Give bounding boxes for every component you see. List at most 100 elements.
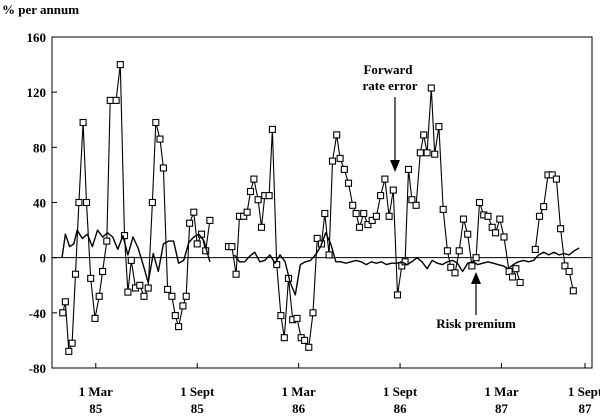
data-point-forward-rate-error — [171, 312, 179, 320]
data-point-forward-rate-error — [250, 175, 258, 183]
data-point-forward-rate-error — [372, 212, 380, 220]
data-point-forward-rate-error — [565, 267, 573, 276]
data-point-forward-rate-error — [152, 118, 160, 127]
x-tick-label-year: 87 — [495, 401, 509, 416]
data-point-forward-rate-error — [344, 179, 353, 187]
data-point-forward-rate-error — [112, 96, 120, 104]
data-point-forward-rate-error — [535, 212, 544, 220]
data-point-forward-rate-error — [156, 135, 164, 143]
x-tick-label-month: 1 Mar — [79, 384, 114, 399]
data-point-forward-rate-error — [99, 267, 107, 276]
y-tick-label: 40 — [33, 196, 46, 211]
data-point-forward-rate-error — [148, 198, 156, 207]
data-point-forward-rate-error — [313, 234, 321, 242]
y-tick-label: 0 — [40, 251, 47, 266]
data-point-forward-rate-error — [232, 270, 240, 278]
data-point-forward-rate-error — [364, 221, 372, 229]
data-point-forward-rate-error — [404, 165, 413, 173]
data-point-forward-rate-error — [468, 262, 476, 270]
series-line-forward-rate-error — [62, 64, 211, 352]
data-point-forward-rate-error — [293, 314, 301, 322]
y-tick-label: 80 — [33, 140, 46, 155]
y-tick-label: 120 — [27, 85, 47, 100]
data-point-forward-rate-error — [87, 274, 95, 282]
data-point-forward-rate-error — [512, 265, 520, 273]
annotation-risk-premium-arrowhead — [471, 272, 481, 284]
data-point-forward-rate-error — [257, 223, 266, 231]
x-tick-label-month: 1 Mar — [484, 384, 519, 399]
annotation-forward-rate-error-line2: rate error — [363, 78, 418, 93]
data-point-forward-rate-error — [459, 215, 468, 223]
series-layer — [59, 61, 580, 355]
data-point-forward-rate-error — [492, 229, 500, 237]
data-point-forward-rate-error — [368, 216, 376, 224]
x-axis: 1 Mar 85 1 Sept 85 1 Mar 86 1 Sept 86 1 Mar 87 1 S… — [79, 363, 600, 416]
annotation-forward-rate-error-line1: Forward — [363, 62, 413, 77]
data-point-forward-rate-error — [277, 312, 285, 320]
data-point-forward-rate-error — [508, 273, 517, 281]
y-unit-label: % per annum — [2, 2, 79, 17]
data-point-forward-rate-error — [416, 149, 424, 157]
data-point-forward-rate-error — [408, 196, 416, 204]
annotation-risk-premium: Risk premium — [436, 316, 516, 331]
data-point-forward-rate-error — [168, 292, 176, 300]
data-point-forward-rate-error — [305, 343, 313, 351]
data-point-forward-rate-error — [516, 278, 524, 287]
data-point-forward-rate-error — [140, 292, 148, 300]
data-point-forward-rate-error — [106, 96, 114, 104]
data-point-forward-rate-error — [540, 203, 548, 211]
annotation-layer: Forward rate error Risk premium — [363, 62, 516, 331]
data-point-forward-rate-error — [75, 198, 83, 207]
x-tick-label-year: 85 — [89, 401, 103, 416]
data-point-forward-rate-error — [280, 334, 288, 342]
data-point-forward-rate-error — [328, 157, 337, 165]
data-point-forward-rate-error — [79, 118, 87, 127]
data-point-forward-rate-error — [124, 288, 132, 296]
data-point-forward-rate-error — [557, 225, 565, 233]
data-point-forward-rate-error — [68, 339, 76, 347]
data-point-forward-rate-error — [427, 84, 435, 92]
data-point-forward-rate-error — [127, 256, 135, 264]
data-point-forward-rate-error — [179, 302, 187, 310]
x-tick-label-year: 85 — [191, 401, 205, 416]
data-point-forward-rate-error — [103, 237, 111, 245]
data-point-forward-rate-error — [496, 215, 504, 223]
data-point-forward-rate-error — [355, 223, 364, 231]
data-point-forward-rate-error — [95, 292, 103, 300]
x-tick-label-month: 1 Mar — [281, 384, 316, 399]
data-point-forward-rate-error — [82, 198, 91, 207]
data-point-forward-rate-error — [116, 61, 124, 69]
series-line-risk-premium — [61, 229, 211, 284]
data-point-forward-rate-error — [475, 198, 484, 207]
data-point-forward-rate-error — [182, 292, 190, 300]
data-point-forward-rate-error — [569, 287, 577, 295]
data-point-forward-rate-error — [120, 232, 129, 240]
data-point-forward-rate-error — [175, 323, 183, 331]
x-tick-label-month: 1 Sept — [568, 384, 600, 399]
data-point-forward-rate-error — [349, 201, 357, 209]
y-tick-label: -40 — [29, 306, 46, 321]
data-point-forward-rate-error — [435, 123, 443, 131]
data-point-forward-rate-error — [265, 192, 273, 200]
data-point-forward-rate-error — [377, 192, 385, 200]
data-point-forward-rate-error — [381, 175, 389, 183]
data-point-forward-rate-error — [309, 309, 317, 317]
x-tick-label-month: 1 Sept — [383, 384, 418, 399]
series-line-risk-premium — [233, 232, 580, 296]
data-point-forward-rate-error — [472, 254, 480, 262]
data-point-forward-rate-error — [336, 154, 344, 162]
data-point-forward-rate-error — [268, 125, 276, 133]
data-point-forward-rate-error — [144, 284, 152, 292]
data-point-forward-rate-error — [254, 196, 262, 204]
data-point-forward-rate-error — [246, 187, 255, 196]
data-point-forward-rate-error — [393, 291, 402, 299]
data-point-forward-rate-error — [65, 347, 73, 355]
data-point-forward-rate-error — [301, 336, 309, 344]
data-point-forward-rate-error — [190, 208, 198, 216]
x-tick-label-year: 87 — [579, 401, 593, 416]
data-point-forward-rate-error — [136, 281, 144, 289]
data-point-forward-rate-error — [159, 164, 167, 172]
data-point-forward-rate-error — [385, 212, 393, 220]
data-point-forward-rate-error — [389, 186, 397, 194]
